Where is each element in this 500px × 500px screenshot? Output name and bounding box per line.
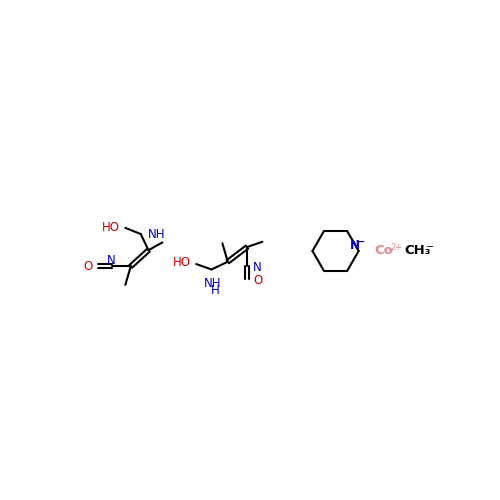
Text: NH: NH bbox=[148, 228, 165, 240]
Text: −: − bbox=[426, 242, 434, 252]
Text: Co: Co bbox=[374, 244, 394, 258]
Text: O: O bbox=[84, 260, 93, 273]
Text: N: N bbox=[350, 238, 360, 252]
Text: −: − bbox=[357, 236, 365, 246]
Text: NH: NH bbox=[204, 277, 221, 290]
Text: CH₃: CH₃ bbox=[404, 244, 431, 258]
Text: N: N bbox=[253, 260, 262, 274]
Text: O: O bbox=[253, 274, 262, 286]
Text: HO: HO bbox=[102, 222, 120, 234]
Text: H: H bbox=[211, 284, 220, 297]
Text: HO: HO bbox=[173, 256, 191, 269]
Text: N: N bbox=[107, 254, 116, 266]
Text: 2+: 2+ bbox=[390, 242, 402, 252]
